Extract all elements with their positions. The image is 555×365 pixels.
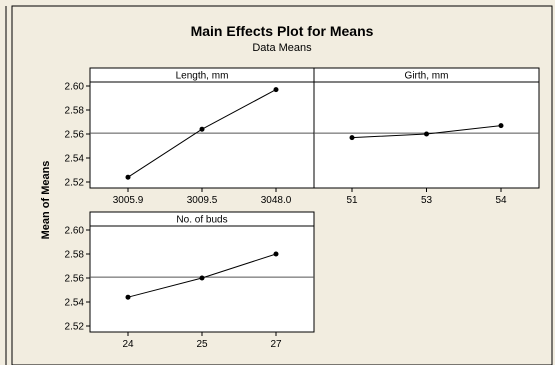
data-point [424,131,429,137]
data-point [125,294,131,300]
panel-plot-area [313,67,540,189]
x-tick-label: 25 [196,339,208,350]
data-point [125,174,131,180]
data-point [273,87,279,93]
x-tick-label: 3009.5 [187,195,218,206]
y-tick-label: 2.60 [65,82,85,93]
y-tick-label: 2.52 [65,178,85,189]
y-tick-label: 2.58 [65,250,85,261]
y-tick-label: 2.56 [65,130,85,141]
x-tick-label: 27 [270,339,282,350]
y-tick-label: 2.54 [65,298,85,309]
data-point [498,123,504,129]
panel-2: Girth, mm 51 53 54 [313,67,540,206]
panel-title: Girth, mm [405,71,449,82]
y-axis-label: Mean of Means [40,161,52,240]
panel-1: Length, mm 2.52 2.54 2.56 2.58 2.60 3005.9 3009… [65,67,315,206]
x-tick-label: 3048.0 [261,195,292,206]
data-point [349,135,355,141]
y-tick-label: 2.58 [65,106,85,117]
x-tick-label: 54 [495,195,507,206]
panel-title: No. of buds [176,215,227,226]
y-tick-label: 2.60 [65,226,85,237]
data-point [273,251,279,257]
x-tick-label: 53 [421,195,433,206]
y-tick-label: 2.54 [65,154,85,165]
y-tick-label: 2.52 [65,322,85,333]
panel-plot-area [89,211,315,333]
x-tick-label: 24 [122,339,134,350]
data-point [199,275,205,281]
chart-title: Main Effects Plot for Means [191,23,374,39]
panel-title: Length, mm [176,71,229,82]
y-tick-label: 2.56 [65,274,85,285]
panels-layer: Length, mm 2.52 2.54 2.56 2.58 2.60 3005.9 3009… [65,67,540,350]
x-tick-label: 51 [346,195,358,206]
panel-3: No. of buds 2.52 2.54 2.56 2.58 2.60 24 25 27 [65,211,315,350]
chart-border [11,5,553,365]
chart-subtitle: Data Means [252,42,312,54]
x-tick-label: 3005.9 [113,195,144,206]
data-point [199,126,205,132]
